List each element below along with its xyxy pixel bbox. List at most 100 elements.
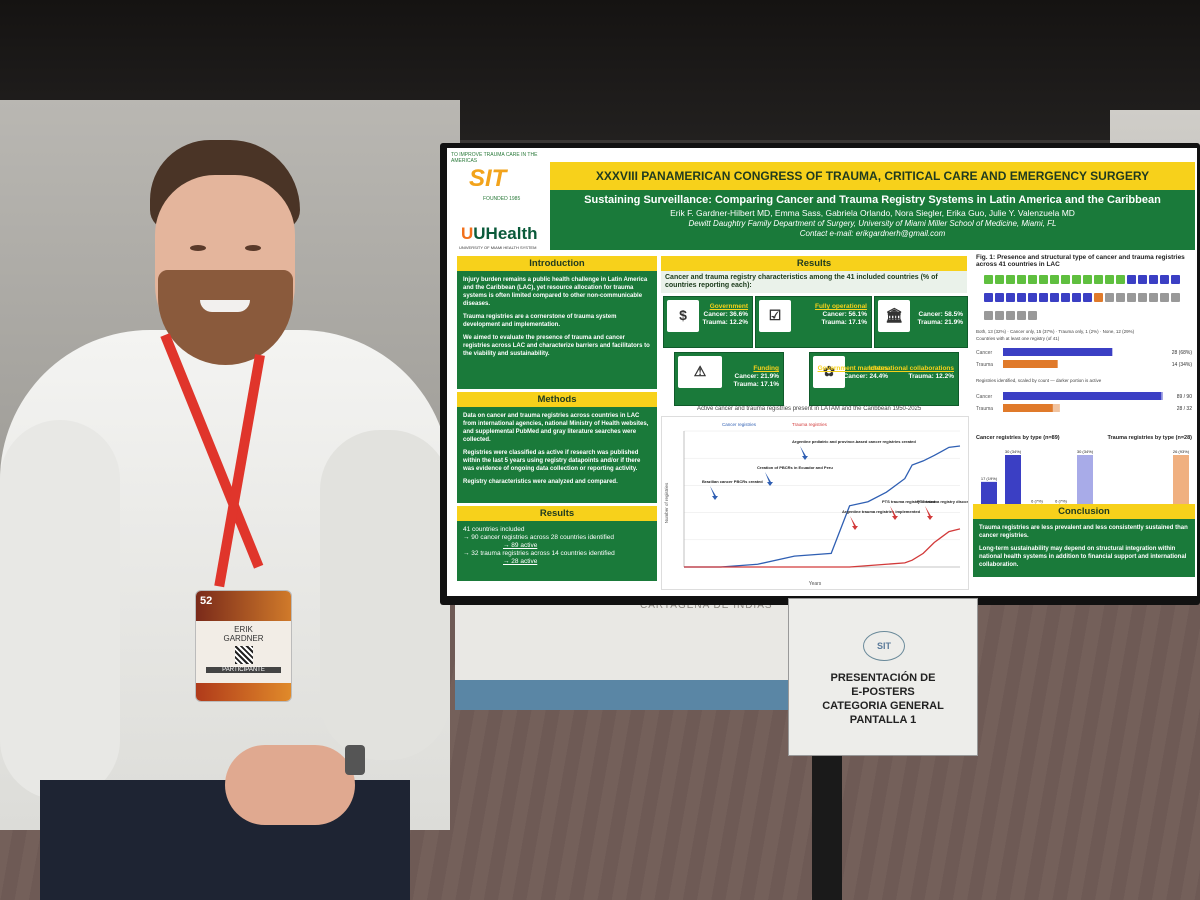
country-square [1094, 275, 1103, 284]
country-square [1028, 311, 1037, 320]
dark-pants [40, 780, 410, 900]
conclusion-header: Conclusion [973, 504, 1195, 519]
booth-stripe [455, 680, 790, 710]
cancer-type-title: Cancer registries by type (n=89) [976, 435, 1060, 441]
methods-box: Data on cancer and trauma registries acr… [457, 407, 657, 503]
country-square [1105, 293, 1114, 302]
line-chart-svg: Cancer registries Trauma registries Years N… [664, 422, 982, 587]
country-square [1072, 275, 1081, 284]
left-eye [190, 245, 206, 251]
bar-name: Cancer [976, 394, 992, 400]
countries-label: Countries with at least one registry (of… [976, 336, 1060, 341]
sign-line-4: PANTALLA 1 [849, 714, 917, 726]
poster-department: Dewitt Daughtry Family Department of Sur… [688, 219, 1057, 228]
bar-name: Trauma [976, 406, 993, 412]
intro-para-1: Injury burden remains a public health ch… [463, 277, 648, 307]
presentation-sign: SIT PRESENTACIÓN DE E-POSTERS CATEGORIA … [788, 598, 978, 756]
legend-cancer: Cancer registries [722, 422, 757, 427]
fig1-legend: Both, 13 (32%) · Cancer only, 15 (37%) ·… [976, 329, 1135, 334]
legend-trauma: Trauma registries [792, 422, 828, 427]
center-column: Results Cancer and trauma registry chara… [661, 256, 967, 293]
country-square [1094, 293, 1103, 302]
series-line-trauma [684, 528, 961, 568]
country-square [995, 275, 1004, 284]
bar-active [1003, 360, 1058, 368]
booth-text: CARTAGENA DE INDIAS [640, 600, 773, 611]
legend-cancer-only: Cancer only, 15 (37%) [1010, 329, 1055, 334]
country-square [1006, 293, 1015, 302]
country-square [1127, 275, 1136, 284]
country-square [1028, 293, 1037, 302]
country-square [1050, 293, 1059, 302]
chart-annotation: Argentine trauma registries implemented [842, 509, 921, 514]
introduction-header: Introduction [457, 256, 657, 271]
sign-text: PRESENTACIÓN DE E-POSTERS CATEGORIA GENE… [789, 671, 977, 727]
tile-funding: ⚠ Funding Cancer: 21.9% Trauma: 17.1% [674, 352, 784, 406]
country-square [1127, 293, 1136, 302]
barrier-icon: ⚠ [678, 356, 722, 388]
type-bar-label: 30 (34%) [1077, 449, 1094, 454]
annotation-arrow-icon [890, 506, 898, 520]
intro-para-2: Trauma registries are a cornerstone of t… [463, 314, 617, 328]
tile-mandates: ✿ Government mandates Cancer: 24.4% Inter… [809, 352, 959, 406]
methods-para-3: Registry characteristics were analyzed a… [463, 479, 618, 485]
tile-operational: ☑ Fully operational Cancer: 56.1% Trauma: … [755, 296, 872, 348]
plant-hand-icon: ✿ [813, 356, 845, 388]
type-bar-label: 6 (7%) [1031, 499, 1043, 504]
results-intro: Cancer and trauma registry characteristi… [661, 271, 967, 293]
type-bar-label: 17 (19%) [981, 476, 998, 481]
uhealth-logo: UUHealth [461, 224, 538, 243]
fig1-title: Fig. 1: Presence and structural type of … [976, 254, 1185, 268]
country-square [1138, 293, 1147, 302]
country-square [1061, 293, 1070, 302]
results-line-2: → 90 cancer registries across 28 countri… [463, 534, 615, 541]
chart-annotation: PTS trauma registry discontinued [917, 499, 968, 504]
country-square [1050, 275, 1059, 284]
type-bar [1005, 455, 1021, 517]
badge-footer [196, 683, 291, 701]
registries-label: Registries identified, scaled by count —… [976, 378, 1102, 383]
bar-active [1003, 348, 1113, 356]
country-square [1171, 293, 1180, 302]
type-bar [1077, 455, 1093, 517]
country-square [1083, 275, 1092, 284]
trauma-type-title: Trauma registries by type (n=28) [1107, 435, 1192, 441]
results-line-5: → 28 active [503, 558, 538, 565]
sign-line-3: CATEGORIA GENERAL [822, 700, 944, 712]
smile [200, 300, 250, 312]
left-arm [0, 420, 120, 800]
bar-value: 28 (68%) [1172, 350, 1193, 356]
bar-value: 28 / 32 [1177, 406, 1193, 412]
series-line-cancer [684, 445, 961, 568]
government-building-icon: 🏛 [878, 300, 910, 332]
country-square [1160, 275, 1169, 284]
type-bar [1173, 455, 1189, 517]
bar-value: 14 (34%) [1172, 362, 1193, 368]
country-square [1083, 293, 1092, 302]
line-chart: Cancer registries Trauma registries Years N… [661, 416, 982, 590]
country-square [1006, 311, 1015, 320]
country-square [1105, 275, 1114, 284]
country-square [995, 293, 1004, 302]
tile-government: $ Government Cancer: 36.6% Trauma: 12.2% [663, 296, 753, 348]
country-square [1138, 275, 1147, 284]
chart-annotation: Brazilian cancer PBCRs created [702, 479, 763, 484]
badge-last-name: GARDNER [223, 634, 264, 643]
bar-name: Trauma [976, 362, 993, 368]
right-arm [320, 430, 450, 760]
type-bar-label: 30 (34%) [1005, 449, 1022, 454]
country-square [1039, 275, 1048, 284]
country-square [1017, 311, 1026, 320]
country-square [984, 275, 993, 284]
country-square [1116, 275, 1125, 284]
poster-contact: Contact e-mail: erikgardnerh@gmail.com [799, 229, 946, 238]
sit-logo: SIT [469, 165, 507, 192]
country-square [995, 311, 1004, 320]
country-square [1160, 293, 1169, 302]
chart-annotation: PTS trauma registry created [882, 499, 936, 504]
fig1-horizontal-bars: Registries identified, scaled by count —… [976, 348, 1193, 412]
type-bar-label: 6 (7%) [1055, 499, 1067, 504]
line-chart-title: Active cancer and trauma registries pres… [697, 406, 922, 412]
results-center-header: Results [661, 256, 967, 271]
bar-active [1003, 392, 1162, 400]
